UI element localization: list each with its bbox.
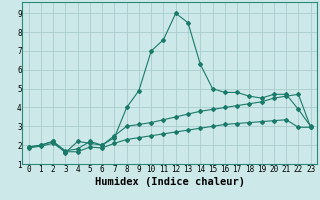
X-axis label: Humidex (Indice chaleur): Humidex (Indice chaleur)	[95, 176, 244, 187]
